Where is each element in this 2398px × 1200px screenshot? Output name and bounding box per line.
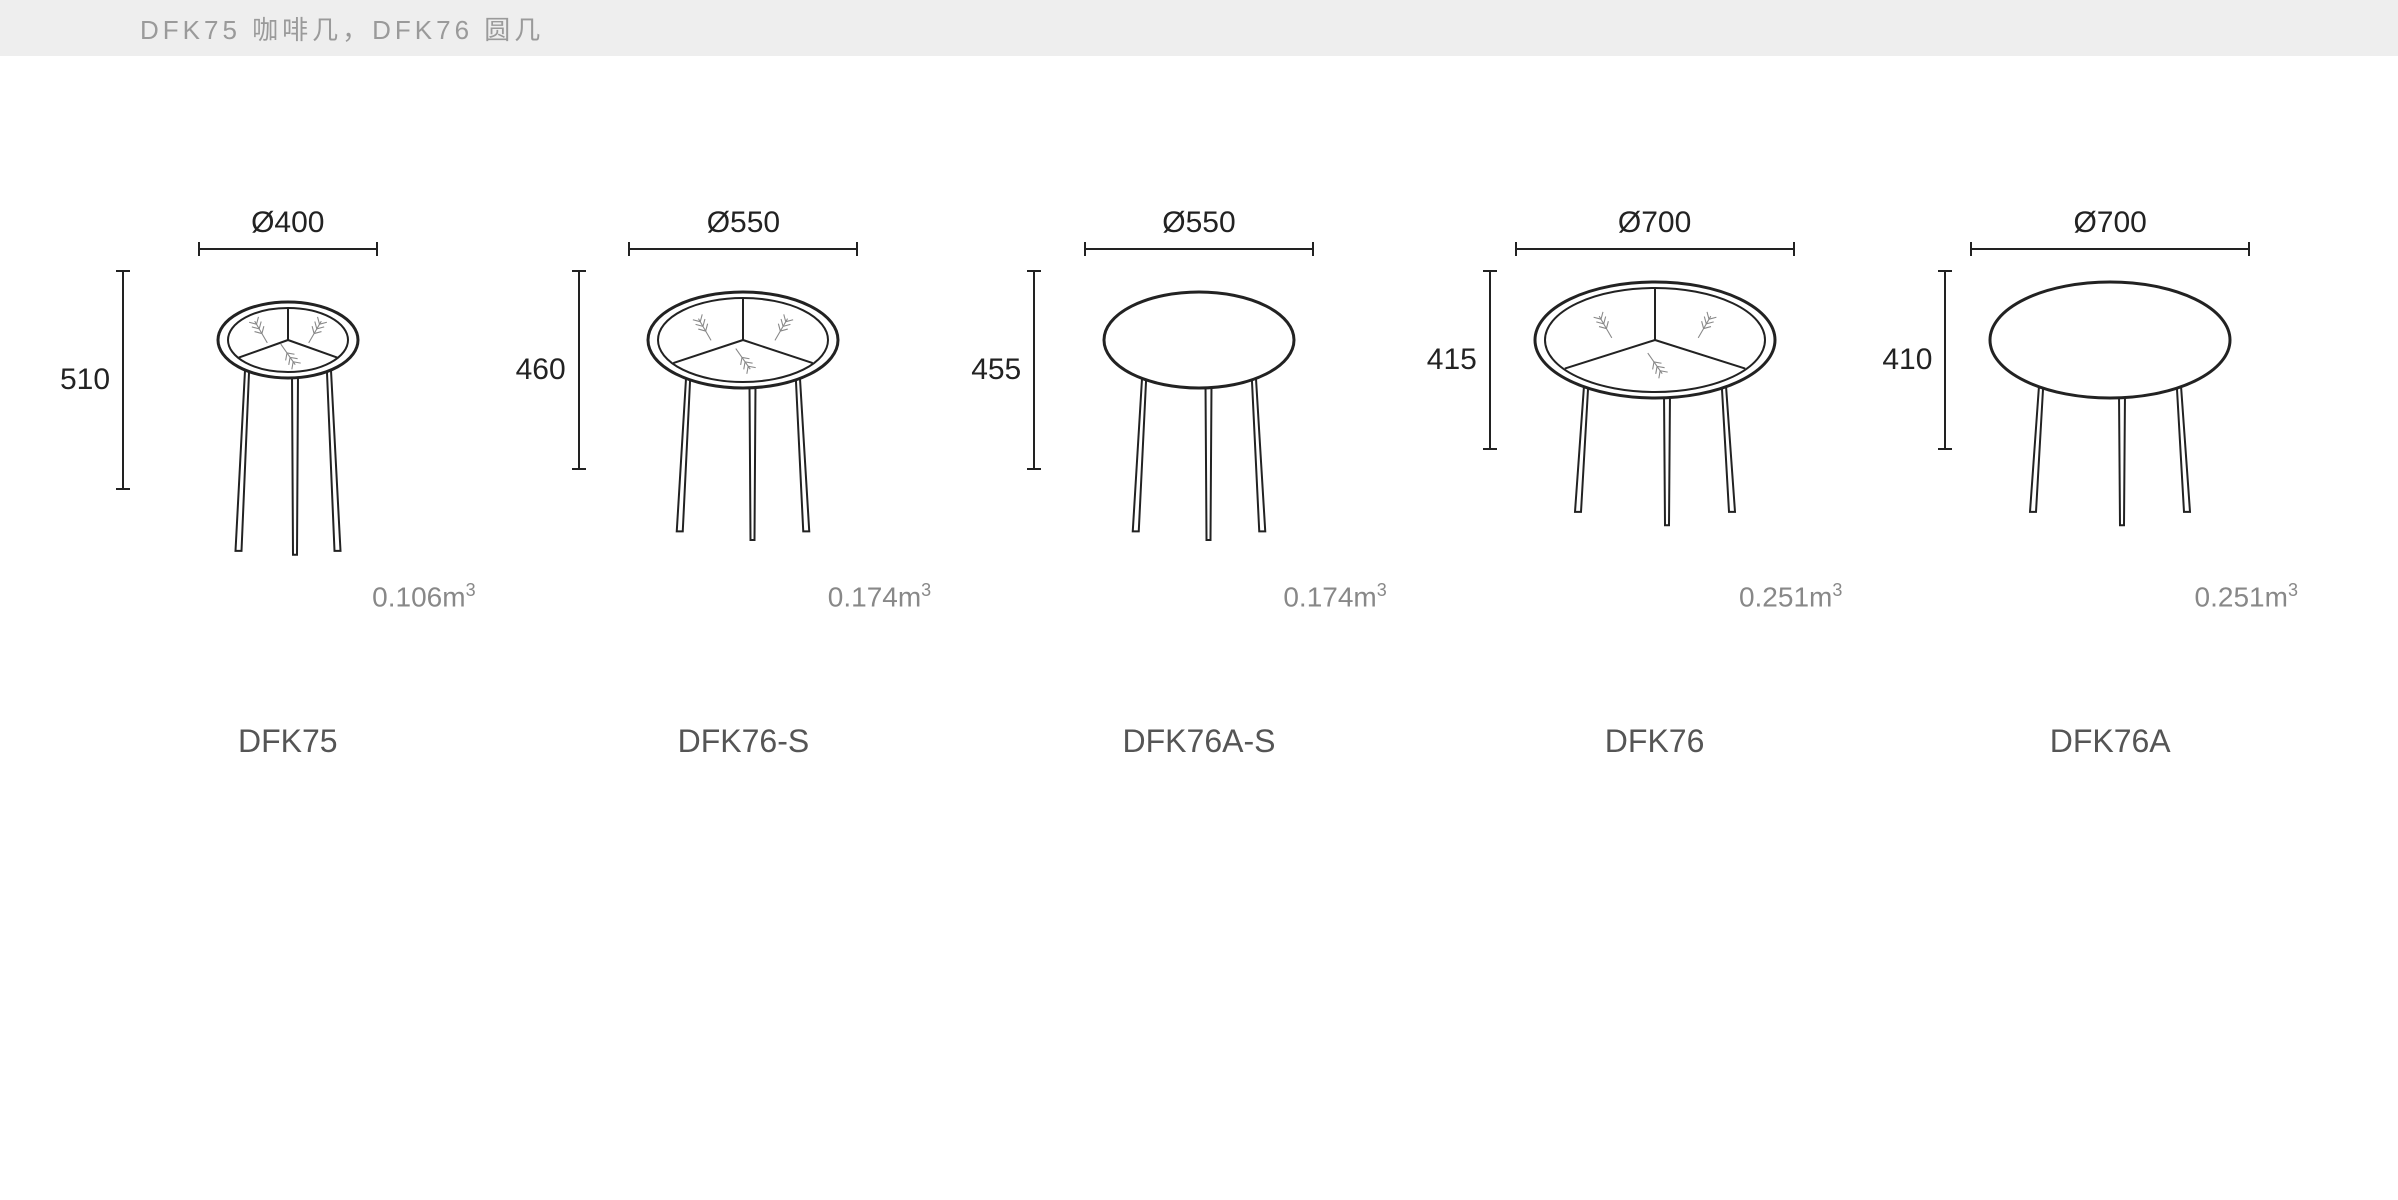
height-block: 460 bbox=[516, 270, 580, 470]
diameter-label: Ø700 bbox=[2073, 206, 2146, 240]
height-line bbox=[1033, 270, 1035, 470]
model-label: DFK76A bbox=[2050, 723, 2171, 760]
diameter-label: Ø700 bbox=[1618, 206, 1691, 240]
table-drawing bbox=[516, 270, 972, 570]
height-label: 460 bbox=[516, 353, 566, 387]
diameter-block: Ø550 bbox=[516, 206, 972, 250]
height-label: 510 bbox=[60, 363, 110, 397]
drawing-area: 415 bbox=[1427, 270, 1883, 570]
height-label: 455 bbox=[971, 353, 1021, 387]
drawing-area: 510 bbox=[60, 270, 516, 570]
table-drawing bbox=[1427, 270, 1883, 570]
height-block: 410 bbox=[1882, 270, 1946, 450]
table-drawing bbox=[971, 270, 1427, 570]
product-cell: Ø550 455 0.174m3 DFK76A-S bbox=[971, 206, 1427, 760]
product-cell: Ø700 415 bbox=[1427, 206, 1883, 760]
model-label: DFK75 bbox=[238, 723, 338, 760]
header-title: DFK75 咖啡几，DFK76 圆几 bbox=[140, 10, 544, 47]
product-cell: Ø400 510 bbox=[60, 206, 516, 760]
height-line bbox=[578, 270, 580, 470]
volume-label: 0.174m3 bbox=[1283, 580, 1426, 613]
header-bar: DFK75 咖啡几，DFK76 圆几 bbox=[0, 0, 2398, 56]
diameter-line bbox=[1515, 248, 1795, 250]
volume-label: 0.251m3 bbox=[1739, 580, 1882, 613]
product-cell: Ø550 460 bbox=[516, 206, 972, 760]
diameter-block: Ø700 bbox=[1882, 206, 2338, 250]
diameter-line bbox=[198, 248, 378, 250]
diameter-line bbox=[1084, 248, 1314, 250]
volume-label: 0.106m3 bbox=[372, 580, 515, 613]
diameter-line bbox=[628, 248, 858, 250]
table-drawing bbox=[1882, 270, 2338, 570]
drawing-area: 460 bbox=[516, 270, 972, 570]
height-block: 510 bbox=[60, 270, 124, 490]
diameter-line bbox=[1970, 248, 2250, 250]
diameter-label: Ø550 bbox=[1162, 206, 1235, 240]
height-label: 415 bbox=[1427, 343, 1477, 377]
model-label: DFK76-S bbox=[678, 723, 810, 760]
model-label: DFK76A-S bbox=[1123, 723, 1276, 760]
height-block: 455 bbox=[971, 270, 1035, 470]
height-block: 415 bbox=[1427, 270, 1491, 450]
diameter-label: Ø400 bbox=[251, 206, 324, 240]
height-line bbox=[122, 270, 124, 490]
model-label: DFK76 bbox=[1605, 723, 1705, 760]
drawing-area: 410 bbox=[1882, 270, 2338, 570]
diameter-block: Ø550 bbox=[971, 206, 1427, 250]
height-label: 410 bbox=[1882, 343, 1932, 377]
product-cell: Ø700 410 0.251m3 DFK76A bbox=[1882, 206, 2338, 760]
height-line bbox=[1489, 270, 1491, 450]
diameter-label: Ø550 bbox=[707, 206, 780, 240]
volume-label: 0.174m3 bbox=[828, 580, 971, 613]
height-line bbox=[1944, 270, 1946, 450]
drawing-area: 455 bbox=[971, 270, 1427, 570]
volume-label: 0.251m3 bbox=[2195, 580, 2338, 613]
table-drawing bbox=[60, 270, 516, 570]
diameter-block: Ø700 bbox=[1427, 206, 1883, 250]
diameter-block: Ø400 bbox=[60, 206, 516, 250]
products-row: Ø400 510 bbox=[0, 56, 2398, 760]
